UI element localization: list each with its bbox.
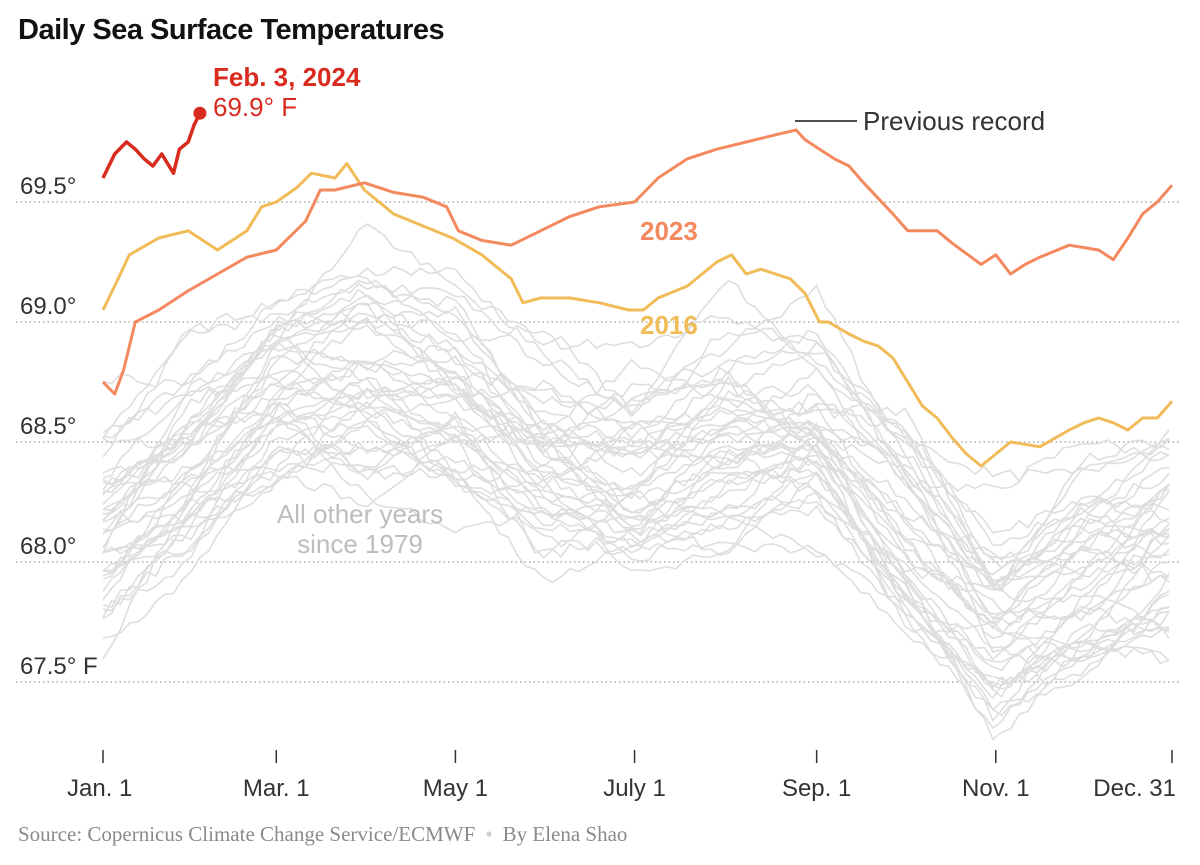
highlighted-series	[101, 106, 1174, 468]
background-year-line	[102, 302, 1170, 576]
background-years-label-line2: since 1979	[297, 529, 423, 559]
background-year-line	[102, 282, 1170, 559]
background-year-line	[102, 265, 1170, 483]
x-tick-label: Nov. 1	[962, 775, 1030, 802]
x-tick-label: Sep. 1	[782, 775, 851, 802]
background-year-line	[102, 294, 1170, 586]
x-tick-label: Mar. 1	[243, 775, 310, 802]
latest-value-label: 69.9° F	[213, 92, 297, 122]
series-line-2016	[101, 162, 1174, 468]
chart-title: Daily Sea Surface Temperatures	[18, 14, 445, 46]
background-year-line	[102, 310, 1170, 593]
latest-point-marker	[193, 106, 207, 120]
gridlines: 67.5° F 68.0° 68.5° 69.0° 69.5°	[16, 173, 1180, 683]
background-year-line	[102, 415, 1170, 663]
background-year-line	[102, 375, 1170, 622]
y-tick-label: 67.5° F	[20, 653, 98, 680]
latest-date-label: Feb. 3, 2024	[213, 62, 361, 92]
background-year-line	[102, 421, 1170, 685]
background-year-line	[102, 342, 1170, 621]
background-year-line	[102, 376, 1170, 660]
background-year-line	[102, 381, 1170, 604]
byline-text: By Elena Shao	[502, 822, 628, 846]
series-line-2024	[101, 112, 202, 179]
source-line: Source: Copernicus Climate Change Servic…	[18, 822, 627, 847]
previous-record-label: Previous record	[863, 106, 1045, 136]
background-years-label-line1: All other years	[277, 499, 443, 529]
y-tick-label: 69.0°	[20, 293, 76, 320]
background-year-line	[102, 419, 1170, 665]
y-tick-label: 68.0°	[20, 533, 76, 560]
background-year-line	[102, 279, 1170, 569]
x-axis: Jan. 1 Mar. 1 May 1 July 1 Sep. 1 Nov. 1 Dec. …	[67, 750, 1176, 802]
source-text: Source: Copernicus Climate Change Servic…	[18, 822, 476, 846]
background-years-lines	[102, 223, 1170, 741]
x-tick-label: May 1	[423, 775, 488, 802]
background-year-line	[102, 406, 1170, 649]
background-year-line	[102, 344, 1170, 582]
x-tick-label: Dec. 31	[1093, 775, 1176, 802]
separator-dot: •	[485, 822, 493, 846]
background-year-line	[102, 401, 1170, 700]
background-year-line	[102, 288, 1170, 534]
background-year-line	[102, 401, 1170, 711]
annotations: All other years since 1979 Feb. 3, 2024 …	[213, 62, 1045, 559]
y-tick-label: 69.5°	[20, 173, 76, 200]
background-year-line	[102, 375, 1170, 690]
x-tick-label: July 1	[603, 775, 666, 802]
series-label-2016: 2016	[640, 310, 698, 340]
series-line-2023	[101, 128, 1174, 396]
y-tick-label: 68.5°	[20, 413, 76, 440]
series-label-2023: 2023	[640, 216, 698, 246]
background-year-line	[102, 450, 1170, 687]
background-year-line	[102, 440, 1170, 698]
background-year-line	[102, 310, 1170, 590]
x-tick-label: Jan. 1	[67, 775, 132, 802]
background-year-line	[102, 274, 1170, 492]
background-year-line	[102, 316, 1170, 590]
